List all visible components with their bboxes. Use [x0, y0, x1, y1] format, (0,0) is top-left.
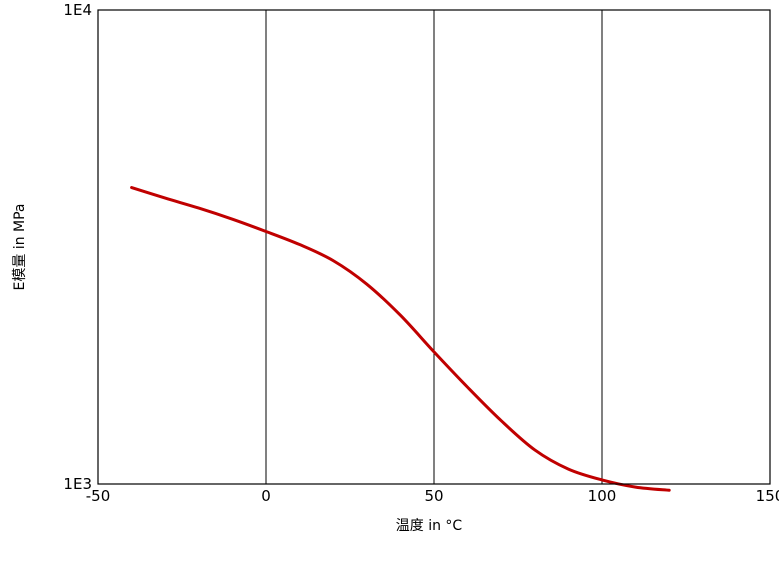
y-tick-labels: 1E3 1E4	[63, 1, 92, 493]
grid-lines	[265, 10, 603, 484]
x-tick-label: 0	[261, 487, 271, 505]
y-tick-label: 1E3	[63, 475, 92, 493]
x-tick-label: -50	[86, 487, 111, 505]
series-line	[130, 186, 671, 492]
x-tick-label: 100	[588, 487, 617, 505]
series-layer	[130, 186, 671, 492]
y-tick-label: 1E4	[63, 1, 92, 19]
x-tick-label: 50	[424, 487, 443, 505]
x-tick-label: 150	[756, 487, 779, 505]
x-axis-title: 温度 in °C	[396, 518, 463, 534]
plot-frame	[97, 9, 771, 485]
x-tick-labels: -50 0 50 100 150	[86, 487, 779, 505]
y-axis-title: E模量 in MPa	[12, 204, 28, 291]
